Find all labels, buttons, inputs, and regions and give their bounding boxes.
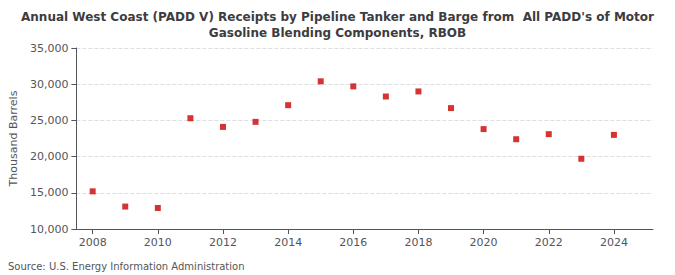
- svg-text:2016: 2016: [339, 236, 367, 249]
- svg-text:Gasoline Blending Components,: Gasoline Blending Components, RBOB: [209, 26, 466, 40]
- svg-text:2008: 2008: [79, 236, 107, 249]
- svg-text:2020: 2020: [470, 236, 498, 249]
- svg-text:Annual West Coast (PADD V) Rec: Annual West Coast (PADD V) Receipts by P…: [21, 10, 654, 24]
- svg-text:2024: 2024: [600, 236, 628, 249]
- svg-text:2014: 2014: [274, 236, 302, 249]
- svg-text:Source: U.S. Energy Informatio: Source: U.S. Energy Information Administ…: [8, 261, 245, 272]
- svg-text:20,000: 20,000: [30, 150, 69, 163]
- svg-text:30,000: 30,000: [30, 78, 69, 91]
- svg-text:2010: 2010: [144, 236, 172, 249]
- svg-text:15,000: 15,000: [30, 186, 69, 199]
- svg-text:2012: 2012: [209, 236, 237, 249]
- svg-text:25,000: 25,000: [30, 114, 69, 127]
- svg-text:35,000: 35,000: [30, 42, 69, 55]
- svg-text:Thousand Barrels: Thousand Barrels: [7, 90, 20, 187]
- svg-text:2018: 2018: [404, 236, 432, 249]
- svg-text:10,000: 10,000: [30, 223, 69, 236]
- svg-text:2022: 2022: [535, 236, 563, 249]
